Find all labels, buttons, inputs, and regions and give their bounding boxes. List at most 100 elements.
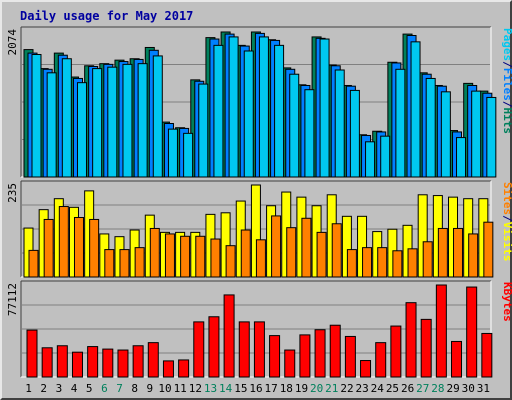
bar-kbytes [87, 346, 99, 378]
x-tick-label: 29 [446, 382, 459, 395]
x-tick-label: 25 [386, 382, 399, 395]
bar-sites [240, 229, 251, 278]
bar-sites [437, 227, 448, 278]
ymax-label: 77112 [6, 283, 19, 316]
bar-kbytes [178, 359, 190, 378]
x-tick-label: 17 [265, 382, 278, 395]
bar-kbytes [26, 329, 38, 378]
bar-sites [422, 241, 433, 278]
ylabel-part: / [501, 61, 512, 68]
bar-kbytes [208, 316, 220, 378]
bar-sites [453, 227, 464, 278]
bar-kbytes [132, 345, 144, 378]
bar-pages [395, 68, 406, 178]
bar-sites [73, 216, 84, 278]
ylabel-part: KBytes [501, 282, 512, 322]
bar-pages [425, 77, 436, 178]
bar-pages [198, 83, 209, 178]
bar-sites [164, 233, 175, 278]
bar-sites [104, 249, 115, 278]
bar-pages [31, 54, 42, 178]
bar-kbytes [420, 318, 432, 378]
panel-ylabel: Sites/Visits [501, 182, 512, 262]
bar-kbytes [314, 329, 326, 378]
ymax-label: 235 [6, 183, 19, 203]
bar-sites [195, 235, 206, 278]
bar-kbytes [223, 294, 235, 378]
x-tick-label: 2 [40, 382, 47, 395]
bar-kbytes [102, 348, 114, 378]
bar-pages [61, 58, 72, 178]
bar-kbytes [375, 342, 387, 378]
x-tick-label: 23 [356, 382, 369, 395]
bar-pages [152, 55, 163, 178]
bar-sites [28, 249, 39, 278]
bar-sites [149, 227, 160, 278]
bar-sites [468, 233, 479, 278]
bar-pages [289, 73, 300, 178]
bar-sites [180, 235, 191, 278]
ylabel-part: Sites [501, 182, 512, 215]
bar-pages [92, 68, 103, 178]
bar-kbytes [481, 332, 493, 378]
ylabel-part: / [501, 215, 512, 222]
panel-ylabel: Pages/Files/Hits [501, 28, 512, 134]
bar-kbytes [117, 349, 129, 378]
bar-sites [392, 250, 403, 278]
bar-pages [471, 90, 482, 178]
bar-sites [316, 231, 327, 278]
bar-pages [456, 137, 467, 178]
bar-pages [46, 72, 57, 178]
bar-sites [210, 238, 221, 278]
bar-sites [89, 218, 100, 278]
bar-sites [301, 217, 312, 278]
x-tick-label: 24 [371, 382, 385, 395]
bar-pages [410, 41, 421, 178]
bar-sites [377, 247, 388, 278]
bar-kbytes [71, 351, 83, 378]
chart-title: Daily usage for May 2017 [20, 9, 194, 23]
bar-sites [286, 227, 297, 278]
bar-pages [274, 44, 285, 178]
bar-kbytes [299, 334, 311, 378]
x-tick-label: 27 [416, 382, 429, 395]
x-tick-label: 31 [477, 382, 490, 395]
bar-pages [213, 44, 224, 178]
bar-pages [183, 132, 194, 178]
ylabel-part: Pages [501, 28, 512, 61]
x-tick-label: 10 [158, 382, 171, 395]
bar-kbytes [284, 349, 296, 378]
bar-kbytes [41, 347, 53, 378]
bar-pages [167, 128, 178, 178]
x-tick-label: 4 [71, 382, 78, 395]
x-tick-label: 1 [25, 382, 32, 395]
bar-kbytes [162, 360, 174, 378]
bar-pages [365, 141, 376, 178]
x-tick-label: 14 [219, 382, 233, 395]
panel-ylabel: KBytes [501, 282, 512, 322]
bar-pages [334, 69, 345, 178]
bar-pages [440, 91, 451, 178]
bar-sites [58, 206, 69, 278]
bar-sites [225, 245, 236, 278]
x-tick-label: 18 [280, 382, 293, 395]
bar-pages [486, 96, 497, 178]
ylabel-part: Visits [501, 222, 512, 262]
x-tick-label: 8 [131, 382, 138, 395]
x-tick-label: 11 [174, 382, 187, 395]
bar-kbytes [360, 360, 372, 378]
bar-kbytes [56, 345, 68, 378]
bar-pages [243, 50, 254, 178]
bar-sites [271, 215, 282, 278]
x-tick-label: 30 [462, 382, 475, 395]
bar-sites [255, 239, 266, 278]
x-tick-label: 5 [86, 382, 93, 395]
bar-pages [122, 63, 133, 178]
x-tick-label: 16 [249, 382, 262, 395]
x-tick-label: 12 [189, 382, 202, 395]
x-tick-label: 20 [310, 382, 323, 395]
bar-pages [304, 89, 315, 178]
bar-kbytes [451, 340, 463, 378]
bar-pages [137, 63, 148, 178]
